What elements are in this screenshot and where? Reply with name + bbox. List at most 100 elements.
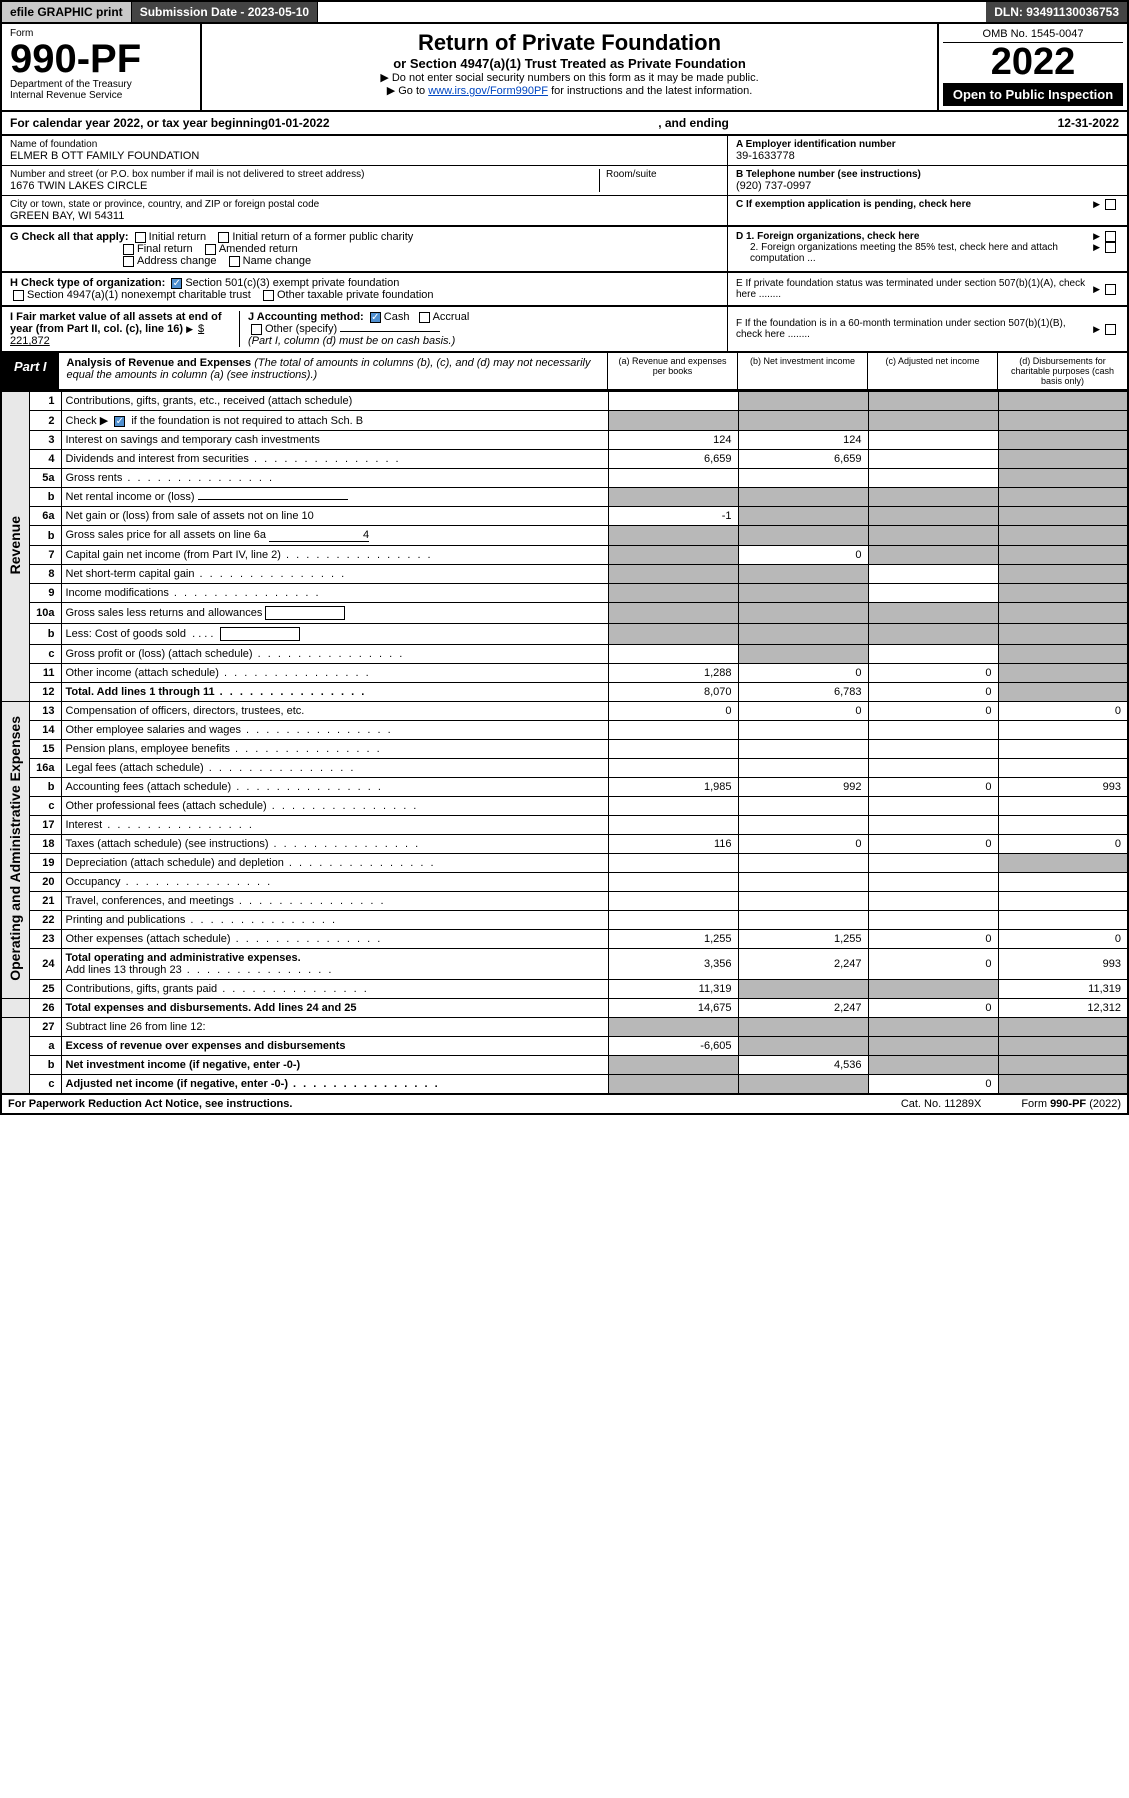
- tel-label: B Telephone number (see instructions): [736, 169, 1119, 180]
- r27b-b: 4,536: [738, 1056, 868, 1075]
- checkbox-address-change[interactable]: [123, 256, 134, 267]
- arrow-icon: [1093, 231, 1102, 242]
- r25-a: 11,319: [608, 980, 738, 999]
- table-row: 23Other expenses (attach schedule)1,2551…: [1, 930, 1128, 949]
- table-row: 10aGross sales less returns and allowanc…: [1, 603, 1128, 624]
- checkbox-other-method[interactable]: [251, 324, 262, 335]
- foundation-name-cell: Name of foundation ELMER B OTT FAMILY FO…: [2, 136, 727, 166]
- r6a-desc: Net gain or (loss) from sale of assets n…: [61, 507, 608, 526]
- g-opt-3: Amended return: [219, 243, 298, 255]
- table-row: 8Net short-term capital gain: [1, 565, 1128, 584]
- r18-desc: Taxes (attach schedule) (see instruction…: [61, 835, 608, 854]
- r11-desc: Other income (attach schedule): [61, 664, 608, 683]
- dln: DLN: 93491130036753: [986, 2, 1127, 22]
- checkbox-4947a1[interactable]: [13, 290, 24, 301]
- table-row: 2Check ▶ if the foundation is not requir…: [1, 411, 1128, 431]
- arrow-icon: [1093, 284, 1102, 295]
- table-row: 18Taxes (attach schedule) (see instructi…: [1, 835, 1128, 854]
- form990pf-link[interactable]: www.irs.gov/Form990PF: [428, 85, 548, 97]
- arrow-icon: [1093, 242, 1102, 264]
- r13-d: 0: [998, 702, 1128, 721]
- table-row: 21Travel, conferences, and meetings: [1, 892, 1128, 911]
- table-row: cAdjusted net income (if negative, enter…: [1, 1075, 1128, 1095]
- foundation-name: ELMER B OTT FAMILY FOUNDATION: [10, 150, 719, 162]
- tel-cell: B Telephone number (see instructions) (9…: [728, 166, 1127, 196]
- checkbox-sch-b[interactable]: [114, 416, 125, 427]
- checkbox-initial-former[interactable]: [218, 232, 229, 243]
- checkbox-accrual[interactable]: [419, 312, 430, 323]
- r25-d: 11,319: [998, 980, 1128, 999]
- table-row: bNet rental income or (loss): [1, 488, 1128, 507]
- r13-b: 0: [738, 702, 868, 721]
- table-row: 24Total operating and administrative exp…: [1, 949, 1128, 980]
- r13-desc: Compensation of officers, directors, tru…: [61, 702, 608, 721]
- r23-desc: Other expenses (attach schedule): [61, 930, 608, 949]
- r16a-desc: Legal fees (attach schedule): [61, 759, 608, 778]
- paperwork-notice: For Paperwork Reduction Act Notice, see …: [8, 1098, 292, 1110]
- table-row: bLess: Cost of goods sold . . . .: [1, 624, 1128, 645]
- checkbox-initial-return[interactable]: [135, 232, 146, 243]
- r6a-a: -1: [608, 507, 738, 526]
- tax-year: 2022: [943, 43, 1123, 81]
- col-d-hdr: (d) Disbursements for charitable purpose…: [997, 353, 1127, 389]
- table-row: 20Occupancy: [1, 873, 1128, 892]
- checkbox-d1[interactable]: [1105, 231, 1116, 242]
- table-row: 27Subtract line 26 from line 12:: [1, 1018, 1128, 1037]
- table-row: bAccounting fees (attach schedule)1,9859…: [1, 778, 1128, 797]
- table-row: bNet investment income (if negative, ent…: [1, 1056, 1128, 1075]
- table-row: 9Income modifications: [1, 584, 1128, 603]
- g-opt-5: Name change: [243, 255, 312, 267]
- f-block: F If the foundation is in a 60-month ter…: [727, 307, 1127, 351]
- r27c-desc: Adjusted net income (if negative, enter …: [61, 1075, 608, 1095]
- check-row-he: H Check type of organization: Section 50…: [0, 273, 1129, 307]
- checkbox-amended[interactable]: [205, 244, 216, 255]
- r27c-c: 0: [868, 1075, 998, 1095]
- r5b-desc: Net rental income or (loss): [61, 488, 608, 507]
- checkbox-cash[interactable]: [370, 312, 381, 323]
- ein: 39-1633778: [736, 150, 1119, 162]
- r25-desc: Contributions, gifts, grants paid: [61, 980, 608, 999]
- cat-no: Cat. No. 11289X: [901, 1098, 982, 1110]
- r6b-desc: Gross sales price for all assets on line…: [61, 526, 608, 546]
- r20-desc: Occupancy: [61, 873, 608, 892]
- r11-a: 1,288: [608, 664, 738, 683]
- check-row-gd: G Check all that apply: Initial return I…: [0, 227, 1129, 273]
- c-cell: C If exemption application is pending, c…: [728, 196, 1127, 213]
- d-block: D 1. Foreign organizations, check here 2…: [727, 227, 1127, 271]
- part1-desc: Analysis of Revenue and Expenses (The to…: [59, 353, 607, 389]
- r9-desc: Income modifications: [61, 584, 608, 603]
- r3-a: 124: [608, 431, 738, 450]
- info-left: Name of foundation ELMER B OTT FAMILY FO…: [2, 136, 727, 225]
- header-mid: Return of Private Foundation or Section …: [202, 24, 937, 110]
- checkbox-final-return[interactable]: [123, 244, 134, 255]
- c-label: C If exemption application is pending, c…: [736, 199, 1093, 210]
- r8-desc: Net short-term capital gain: [61, 565, 608, 584]
- r10c-desc: Gross profit or (loss) (attach schedule): [61, 645, 608, 664]
- r7-b: 0: [738, 546, 868, 565]
- checkbox-f[interactable]: [1105, 324, 1116, 335]
- r12-desc: Total. Add lines 1 through 11: [61, 683, 608, 702]
- checkbox-name-change[interactable]: [229, 256, 240, 267]
- checkbox-c[interactable]: [1105, 199, 1116, 210]
- r7-desc: Capital gain net income (from Part IV, l…: [61, 546, 608, 565]
- g-opt-2: Final return: [137, 243, 193, 255]
- r13-c: 0: [868, 702, 998, 721]
- table-row: 12Total. Add lines 1 through 118,0706,78…: [1, 683, 1128, 702]
- r19-desc: Depreciation (attach schedule) and deple…: [61, 854, 608, 873]
- efile-label[interactable]: efile GRAPHIC print: [2, 2, 132, 22]
- ein-cell: A Employer identification number 39-1633…: [728, 136, 1127, 166]
- table-row: 15Pension plans, employee benefits: [1, 740, 1128, 759]
- addr-label: Number and street (or P.O. box number if…: [10, 169, 599, 180]
- table-row: Revenue 1Contributions, gifts, grants, e…: [1, 392, 1128, 411]
- r11-b: 0: [738, 664, 868, 683]
- part1-title: Analysis of Revenue and Expenses: [67, 357, 252, 369]
- info-right: A Employer identification number 39-1633…: [727, 136, 1127, 225]
- checkbox-d2[interactable]: [1105, 242, 1116, 253]
- expenses-sideband: Operating and Administrative Expenses: [1, 702, 29, 999]
- checkbox-e[interactable]: [1105, 284, 1116, 295]
- info-block: Name of foundation ELMER B OTT FAMILY FO…: [0, 136, 1129, 227]
- checkbox-501c3[interactable]: [171, 278, 182, 289]
- check-row-ijf: I Fair market value of all assets at end…: [0, 307, 1129, 353]
- checkbox-other-taxable[interactable]: [263, 290, 274, 301]
- h-label: H Check type of organization:: [10, 277, 165, 289]
